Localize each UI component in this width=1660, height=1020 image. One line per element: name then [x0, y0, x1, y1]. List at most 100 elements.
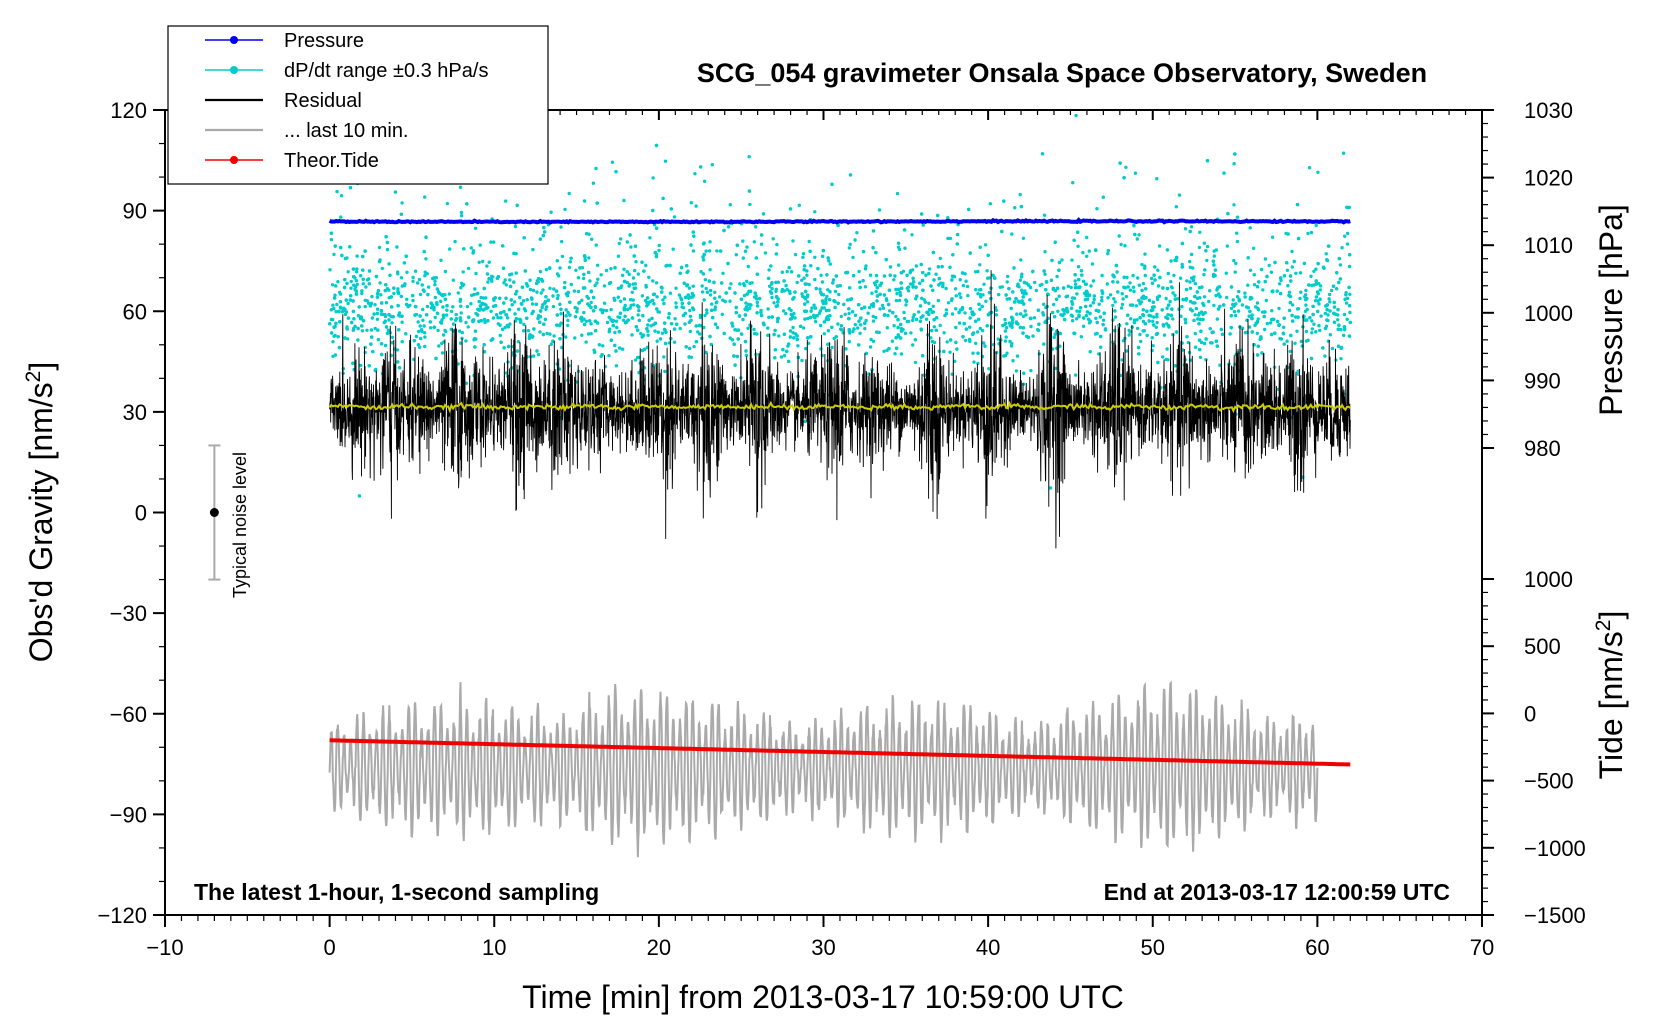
dpdt-point	[806, 293, 810, 297]
dpdt-point	[383, 288, 387, 293]
dpdt-point	[549, 210, 553, 214]
dpdt-point	[1343, 327, 1347, 332]
dpdt-point	[1087, 321, 1092, 325]
dpdt-point	[1032, 316, 1037, 320]
dpdt-point	[370, 316, 375, 320]
dpdt-point	[1118, 161, 1122, 165]
dpdt-point	[472, 338, 476, 342]
dpdt-point	[385, 331, 390, 335]
dpdt-point	[880, 303, 885, 308]
dpdt-point	[1191, 266, 1195, 270]
dpdt-point	[759, 233, 764, 237]
dpdt-point	[363, 350, 367, 355]
dpdt-point	[423, 331, 427, 335]
dpdt-point	[1288, 349, 1293, 354]
dpdt-point	[1150, 336, 1154, 340]
dpdt-point	[459, 304, 463, 308]
dpdt-point	[1197, 338, 1202, 342]
dpdt-point	[961, 283, 966, 288]
dpdt-point	[1087, 293, 1092, 297]
pressure-series	[328, 217, 1351, 225]
dpdt-point	[1130, 303, 1135, 307]
dpdt-point	[955, 242, 959, 246]
dpdt-point	[584, 340, 588, 344]
dpdt-point	[795, 280, 799, 285]
dpdt-point	[1161, 355, 1165, 359]
dpdt-point	[976, 292, 980, 296]
dpdt-point	[414, 334, 419, 338]
dpdt-point	[1202, 272, 1206, 277]
dpdt-point	[782, 354, 787, 358]
dpdt-point	[1021, 314, 1026, 318]
dpdt-point	[404, 302, 409, 307]
dpdt-point	[417, 277, 422, 282]
dpdt-point	[352, 283, 356, 287]
dpdt-point	[713, 305, 718, 309]
dpdt-point	[1204, 337, 1208, 341]
dpdt-point	[491, 275, 495, 279]
dpdt-point	[930, 339, 935, 344]
dpdt-point	[637, 305, 641, 309]
dpdt-point	[1007, 321, 1012, 325]
dpdt-point	[1275, 319, 1280, 324]
dpdt-point	[333, 293, 337, 297]
dpdt-point	[355, 254, 359, 258]
dpdt-point	[1208, 289, 1212, 293]
dpdt-point	[1141, 313, 1145, 317]
dpdt-point	[466, 325, 470, 329]
dpdt-point	[1015, 321, 1019, 325]
dpdt-point	[622, 306, 626, 310]
dpdt-point	[964, 327, 969, 331]
dpdt-point	[842, 302, 846, 307]
dpdt-point	[1100, 273, 1104, 278]
dpdt-point	[911, 343, 915, 347]
dpdt-point	[1150, 308, 1155, 312]
dpdt-point	[1325, 303, 1330, 307]
dpdt-point	[1194, 306, 1199, 311]
dpdt-point	[1115, 270, 1119, 274]
dpdt-point	[538, 237, 543, 241]
dpdt-point	[355, 282, 359, 286]
dpdt-point	[1327, 297, 1331, 301]
dpdt-point	[420, 283, 424, 287]
legend: Pressure dP/dt range ±0.3 hPa/s Residual…	[167, 25, 549, 185]
dpdt-point	[1246, 306, 1250, 310]
dpdt-point	[684, 345, 688, 349]
dpdt-point	[1082, 279, 1086, 284]
dpdt-point	[1009, 344, 1014, 348]
dpdt-point	[774, 295, 779, 299]
dpdt-point	[1014, 369, 1019, 373]
dpdt-point	[739, 297, 744, 301]
dpdt-point	[875, 294, 880, 298]
dpdt-point	[868, 273, 873, 277]
dpdt-point	[586, 332, 591, 336]
noise-level-indicator	[208, 444, 221, 581]
dpdt-point	[556, 293, 560, 298]
dpdt-point	[564, 335, 568, 339]
dpdt-point	[373, 303, 377, 307]
dpdt-point	[700, 290, 705, 294]
dpdt-point	[432, 276, 436, 280]
dpdt-point	[1188, 229, 1192, 234]
dpdt-point	[618, 346, 622, 350]
dpdt-point	[825, 273, 829, 277]
dpdt-point	[361, 282, 365, 286]
dpdt-point	[954, 307, 958, 311]
dpdt-point	[1337, 323, 1341, 327]
dpdt-point	[356, 338, 360, 342]
dpdt-point	[339, 306, 343, 310]
dpdt-point	[1243, 291, 1247, 295]
dpdt-point	[515, 289, 519, 293]
dpdt-point	[931, 250, 936, 255]
dpdt-point	[1022, 280, 1027, 285]
dpdt-point	[1256, 344, 1260, 348]
dpdt-point	[1212, 254, 1217, 258]
dpdt-point	[755, 272, 759, 276]
dpdt-point	[445, 201, 450, 206]
dpdt-point	[902, 316, 907, 321]
dpdt-point	[837, 292, 841, 297]
dpdt-point	[948, 236, 953, 241]
dpdt-point	[1217, 292, 1221, 296]
dpdt-point	[544, 267, 549, 272]
dpdt-point	[951, 253, 955, 257]
